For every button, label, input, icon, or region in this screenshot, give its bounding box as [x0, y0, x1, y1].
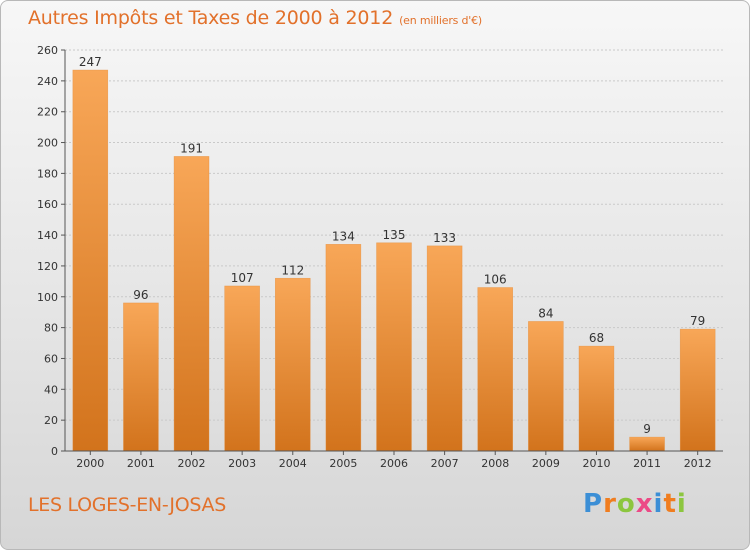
x-tick-label: 2011 — [633, 457, 661, 470]
y-tick-label: 180 — [37, 167, 58, 180]
bar-value-label: 68 — [589, 331, 604, 345]
y-tick-label: 260 — [37, 44, 58, 57]
x-tick-label: 2000 — [76, 457, 104, 470]
chart-title-main: Autres Impôts et Taxes de 2000 à 2012 — [28, 7, 394, 29]
x-tick-label: 2006 — [380, 457, 408, 470]
y-tick-label: 140 — [37, 229, 58, 242]
y-tick-label: 220 — [37, 106, 58, 119]
bar-value-label: 84 — [538, 306, 553, 320]
bar-value-label: 107 — [231, 271, 254, 285]
bar-value-label: 9 — [643, 422, 651, 436]
bar-value-label: 134 — [332, 229, 355, 243]
x-tick-label: 2007 — [431, 457, 459, 470]
bar-value-label: 247 — [79, 55, 102, 69]
bar — [578, 346, 614, 451]
location-name: LES LOGES-EN-JOSAS — [28, 494, 226, 516]
bar-value-label: 133 — [433, 231, 456, 245]
chart-title-unit: (en milliers d'€) — [399, 14, 482, 27]
bar — [528, 321, 564, 451]
bar-value-label: 191 — [180, 141, 203, 155]
bar — [72, 70, 108, 452]
x-tick-label: 2003 — [228, 457, 256, 470]
y-tick-label: 20 — [44, 414, 58, 427]
bar — [325, 244, 361, 451]
x-tick-label: 2001 — [127, 457, 155, 470]
bar — [174, 156, 210, 451]
y-tick-label: 40 — [44, 383, 58, 396]
y-tick-label: 100 — [37, 291, 58, 304]
y-tick-label: 200 — [37, 137, 58, 150]
bar-value-label: 112 — [281, 263, 304, 277]
bar — [427, 245, 463, 451]
bar — [123, 302, 159, 451]
y-tick-label: 80 — [44, 322, 58, 335]
chart-title: Autres Impôts et Taxes de 2000 à 2012 (en… — [28, 7, 482, 29]
bar — [275, 278, 311, 451]
y-tick-label: 60 — [44, 352, 58, 365]
bar — [629, 437, 665, 451]
bar — [224, 285, 260, 451]
x-tick-label: 2012 — [684, 457, 712, 470]
y-tick-label: 0 — [51, 445, 58, 458]
x-tick-label: 2005 — [329, 457, 357, 470]
y-tick-label: 240 — [37, 75, 58, 88]
y-tick-label: 160 — [37, 198, 58, 211]
x-tick-label: 2002 — [178, 457, 206, 470]
bar — [680, 329, 716, 451]
bar-value-label: 79 — [690, 314, 705, 328]
bar-value-label: 135 — [383, 228, 406, 242]
bar-value-label: 106 — [484, 273, 507, 287]
bar — [477, 287, 513, 451]
bar — [376, 242, 412, 451]
x-tick-label: 2004 — [279, 457, 307, 470]
x-tick-label: 2008 — [481, 457, 509, 470]
proxiti-logo: Proxiti — [583, 489, 687, 519]
x-tick-label: 2009 — [532, 457, 560, 470]
bar-value-label: 96 — [133, 288, 148, 302]
x-tick-label: 2010 — [582, 457, 610, 470]
y-tick-label: 120 — [37, 260, 58, 273]
